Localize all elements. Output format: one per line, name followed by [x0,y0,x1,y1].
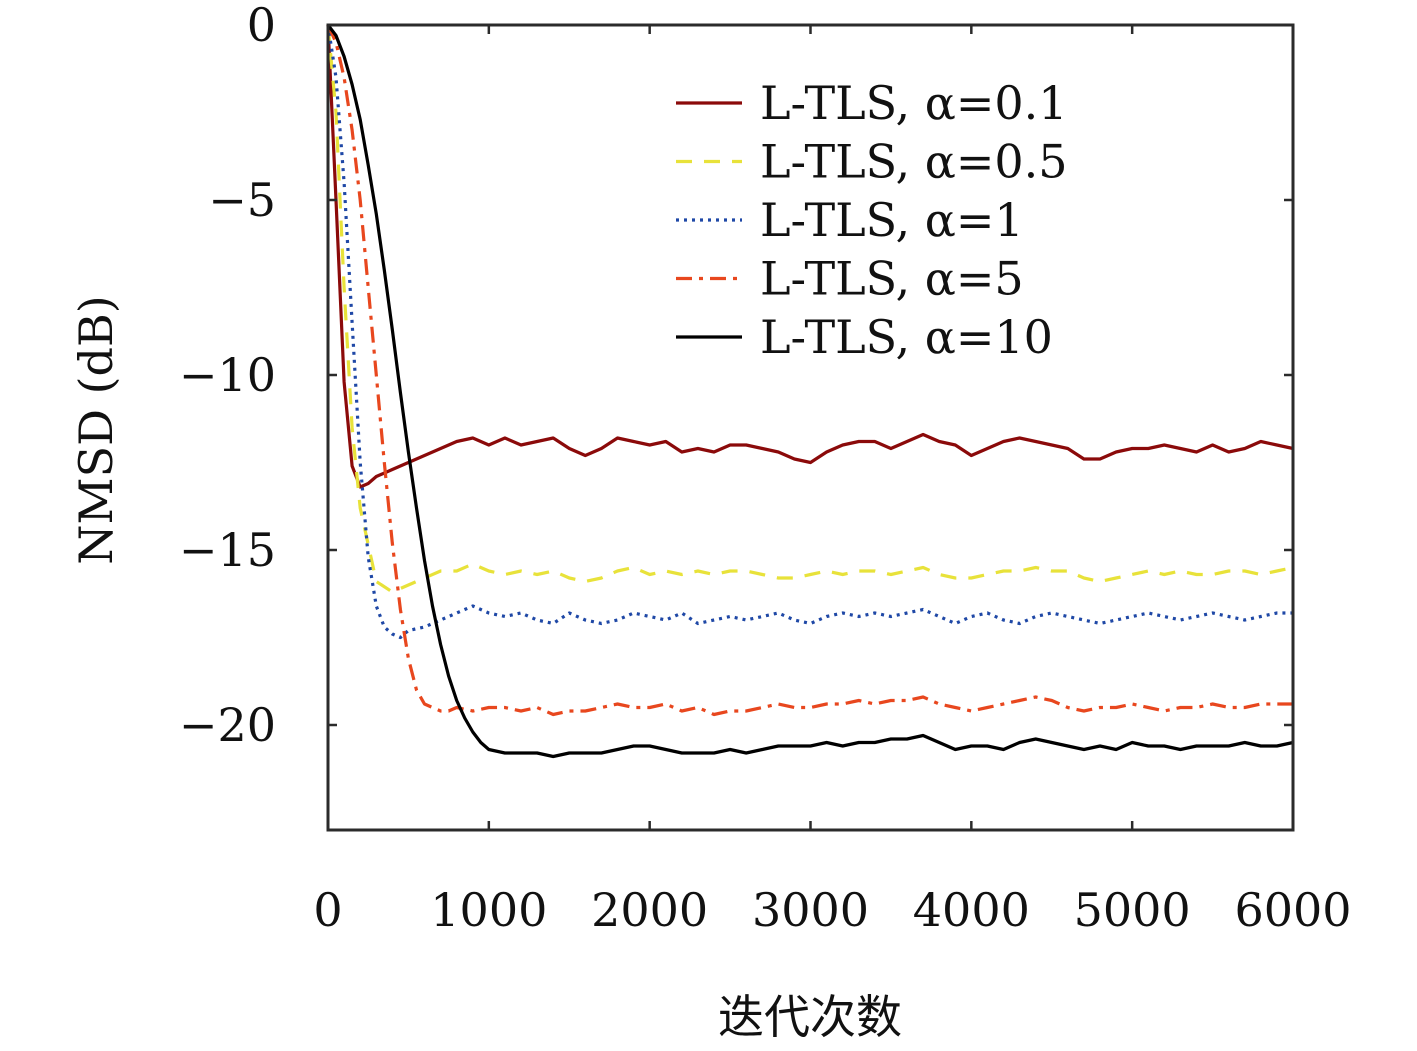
y-tick-label: −20 [179,698,276,752]
y-tick-label: −10 [179,348,276,402]
x-tick-label: 0 [313,883,342,937]
legend-label-2: L-TLS, α=0.5 [760,135,1068,189]
series-line-2 [326,24,1294,594]
x-tick-label: 3000 [752,883,869,937]
series-line-4 [326,24,1293,717]
legend-label-1: L-TLS, α=0.1 [760,76,1068,130]
legend-label-5: L-TLS, α=10 [760,310,1053,364]
x-tick-label: 5000 [1074,883,1191,937]
legend: L-TLS, α=0.1L-TLS, α=0.5L-TLS, α=1L-TLS,… [676,76,1068,364]
x-tick-label: 6000 [1234,883,1351,937]
x-tick-label: 4000 [913,883,1030,937]
y-tick-label: 0 [247,0,276,52]
legend-label-3: L-TLS, α=1 [760,193,1024,247]
y-tick-label: −15 [179,523,276,577]
y-tick-label: −5 [208,173,276,227]
x-axis-label: 迭代次数 [718,990,902,1044]
series-layer [326,24,1294,759]
x-tick-label: 2000 [591,883,708,937]
tick-layer: 0 1000 2000 3000 4000 5000 6000 0 −5 −10 −15 −20 [179,0,1352,937]
series-line-1 [326,24,1294,489]
series-line-3 [326,24,1293,640]
x-tick-label: 1000 [430,883,547,937]
legend-label-4: L-TLS, α=5 [760,252,1024,306]
series-line-5 [326,24,1294,759]
y-axis-label: NMSD (dB) [69,295,123,565]
